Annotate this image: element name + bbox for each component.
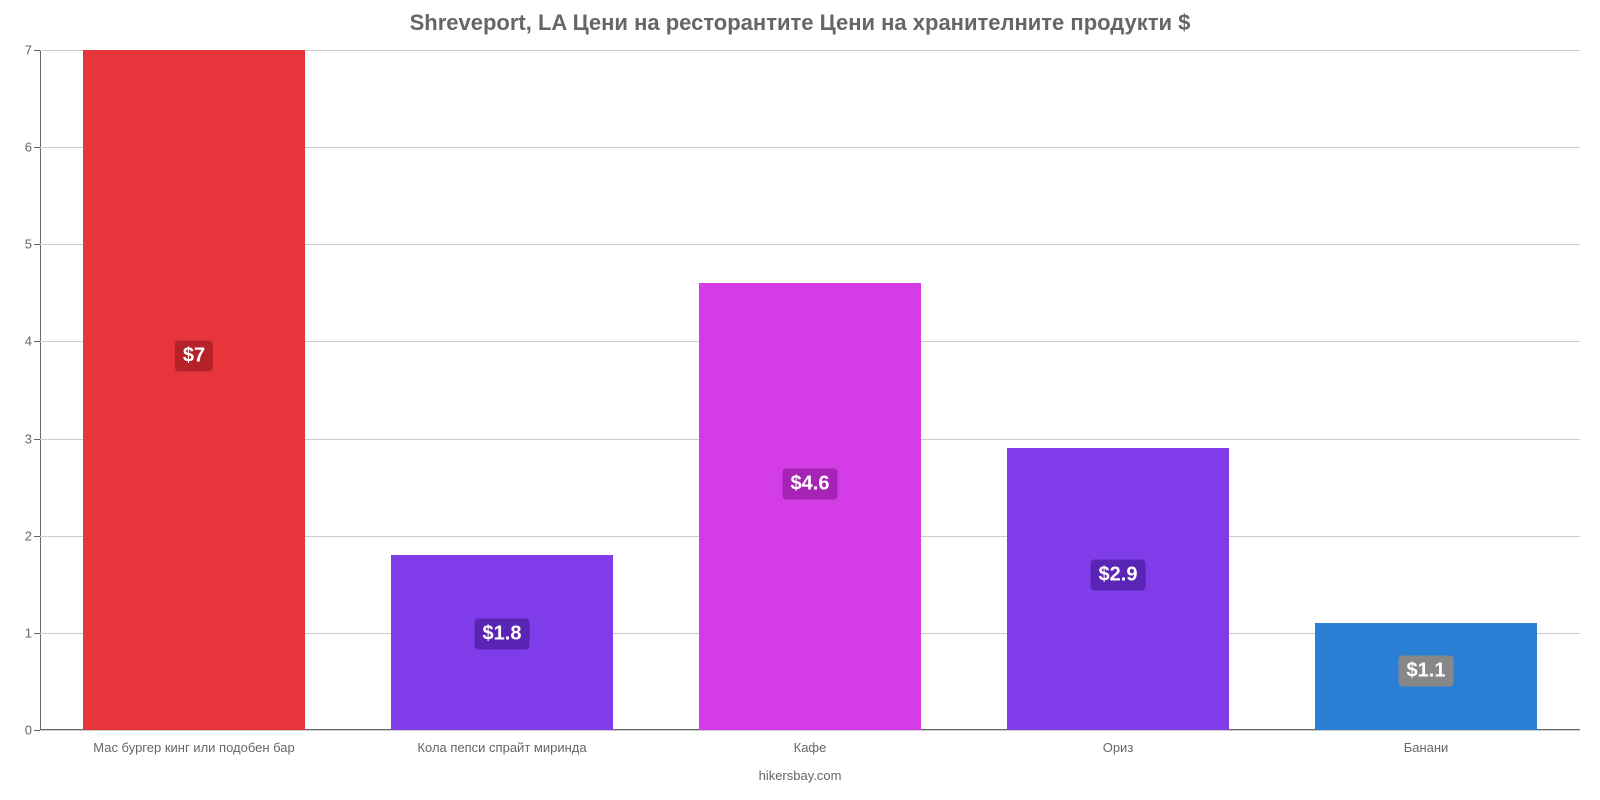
y-axis-line <box>40 50 41 730</box>
bar: $2.9 <box>1007 448 1229 730</box>
y-tick-label: 7 <box>25 43 40 58</box>
bar: $4.6 <box>699 283 921 730</box>
x-tick-label: Кафе <box>794 730 827 755</box>
chart-title: Shreveport, LA Цени на ресторантите Цени… <box>0 10 1600 36</box>
x-tick-label: Банани <box>1404 730 1449 755</box>
bar: $7 <box>83 50 305 730</box>
y-tick-label: 3 <box>25 431 40 446</box>
y-tick-label: 6 <box>25 140 40 155</box>
price-bar-chart: Shreveport, LA Цени на ресторантите Цени… <box>0 0 1600 800</box>
bar-value-label: $4.6 <box>783 469 838 500</box>
bar-value-label: $1.8 <box>475 618 530 649</box>
y-tick-label: 5 <box>25 237 40 252</box>
y-tick-label: 1 <box>25 625 40 640</box>
x-tick-label: Ориз <box>1103 730 1134 755</box>
bar-value-label: $2.9 <box>1091 560 1146 591</box>
x-tick-label: Кола пепси спрайт миринда <box>417 730 586 755</box>
y-tick-label: 0 <box>25 723 40 738</box>
x-tick-label: Мас бургер кинг или подобен бар <box>93 730 295 755</box>
y-tick-label: 4 <box>25 334 40 349</box>
bar: $1.8 <box>391 555 613 730</box>
y-tick-label: 2 <box>25 528 40 543</box>
bar-value-label: $7 <box>175 341 213 372</box>
bar: $1.1 <box>1315 623 1537 730</box>
plot-area: 01234567$7Мас бургер кинг или подобен ба… <box>40 50 1580 730</box>
credit-text: hikersbay.com <box>759 768 842 783</box>
bar-value-label: $1.1 <box>1399 656 1454 687</box>
